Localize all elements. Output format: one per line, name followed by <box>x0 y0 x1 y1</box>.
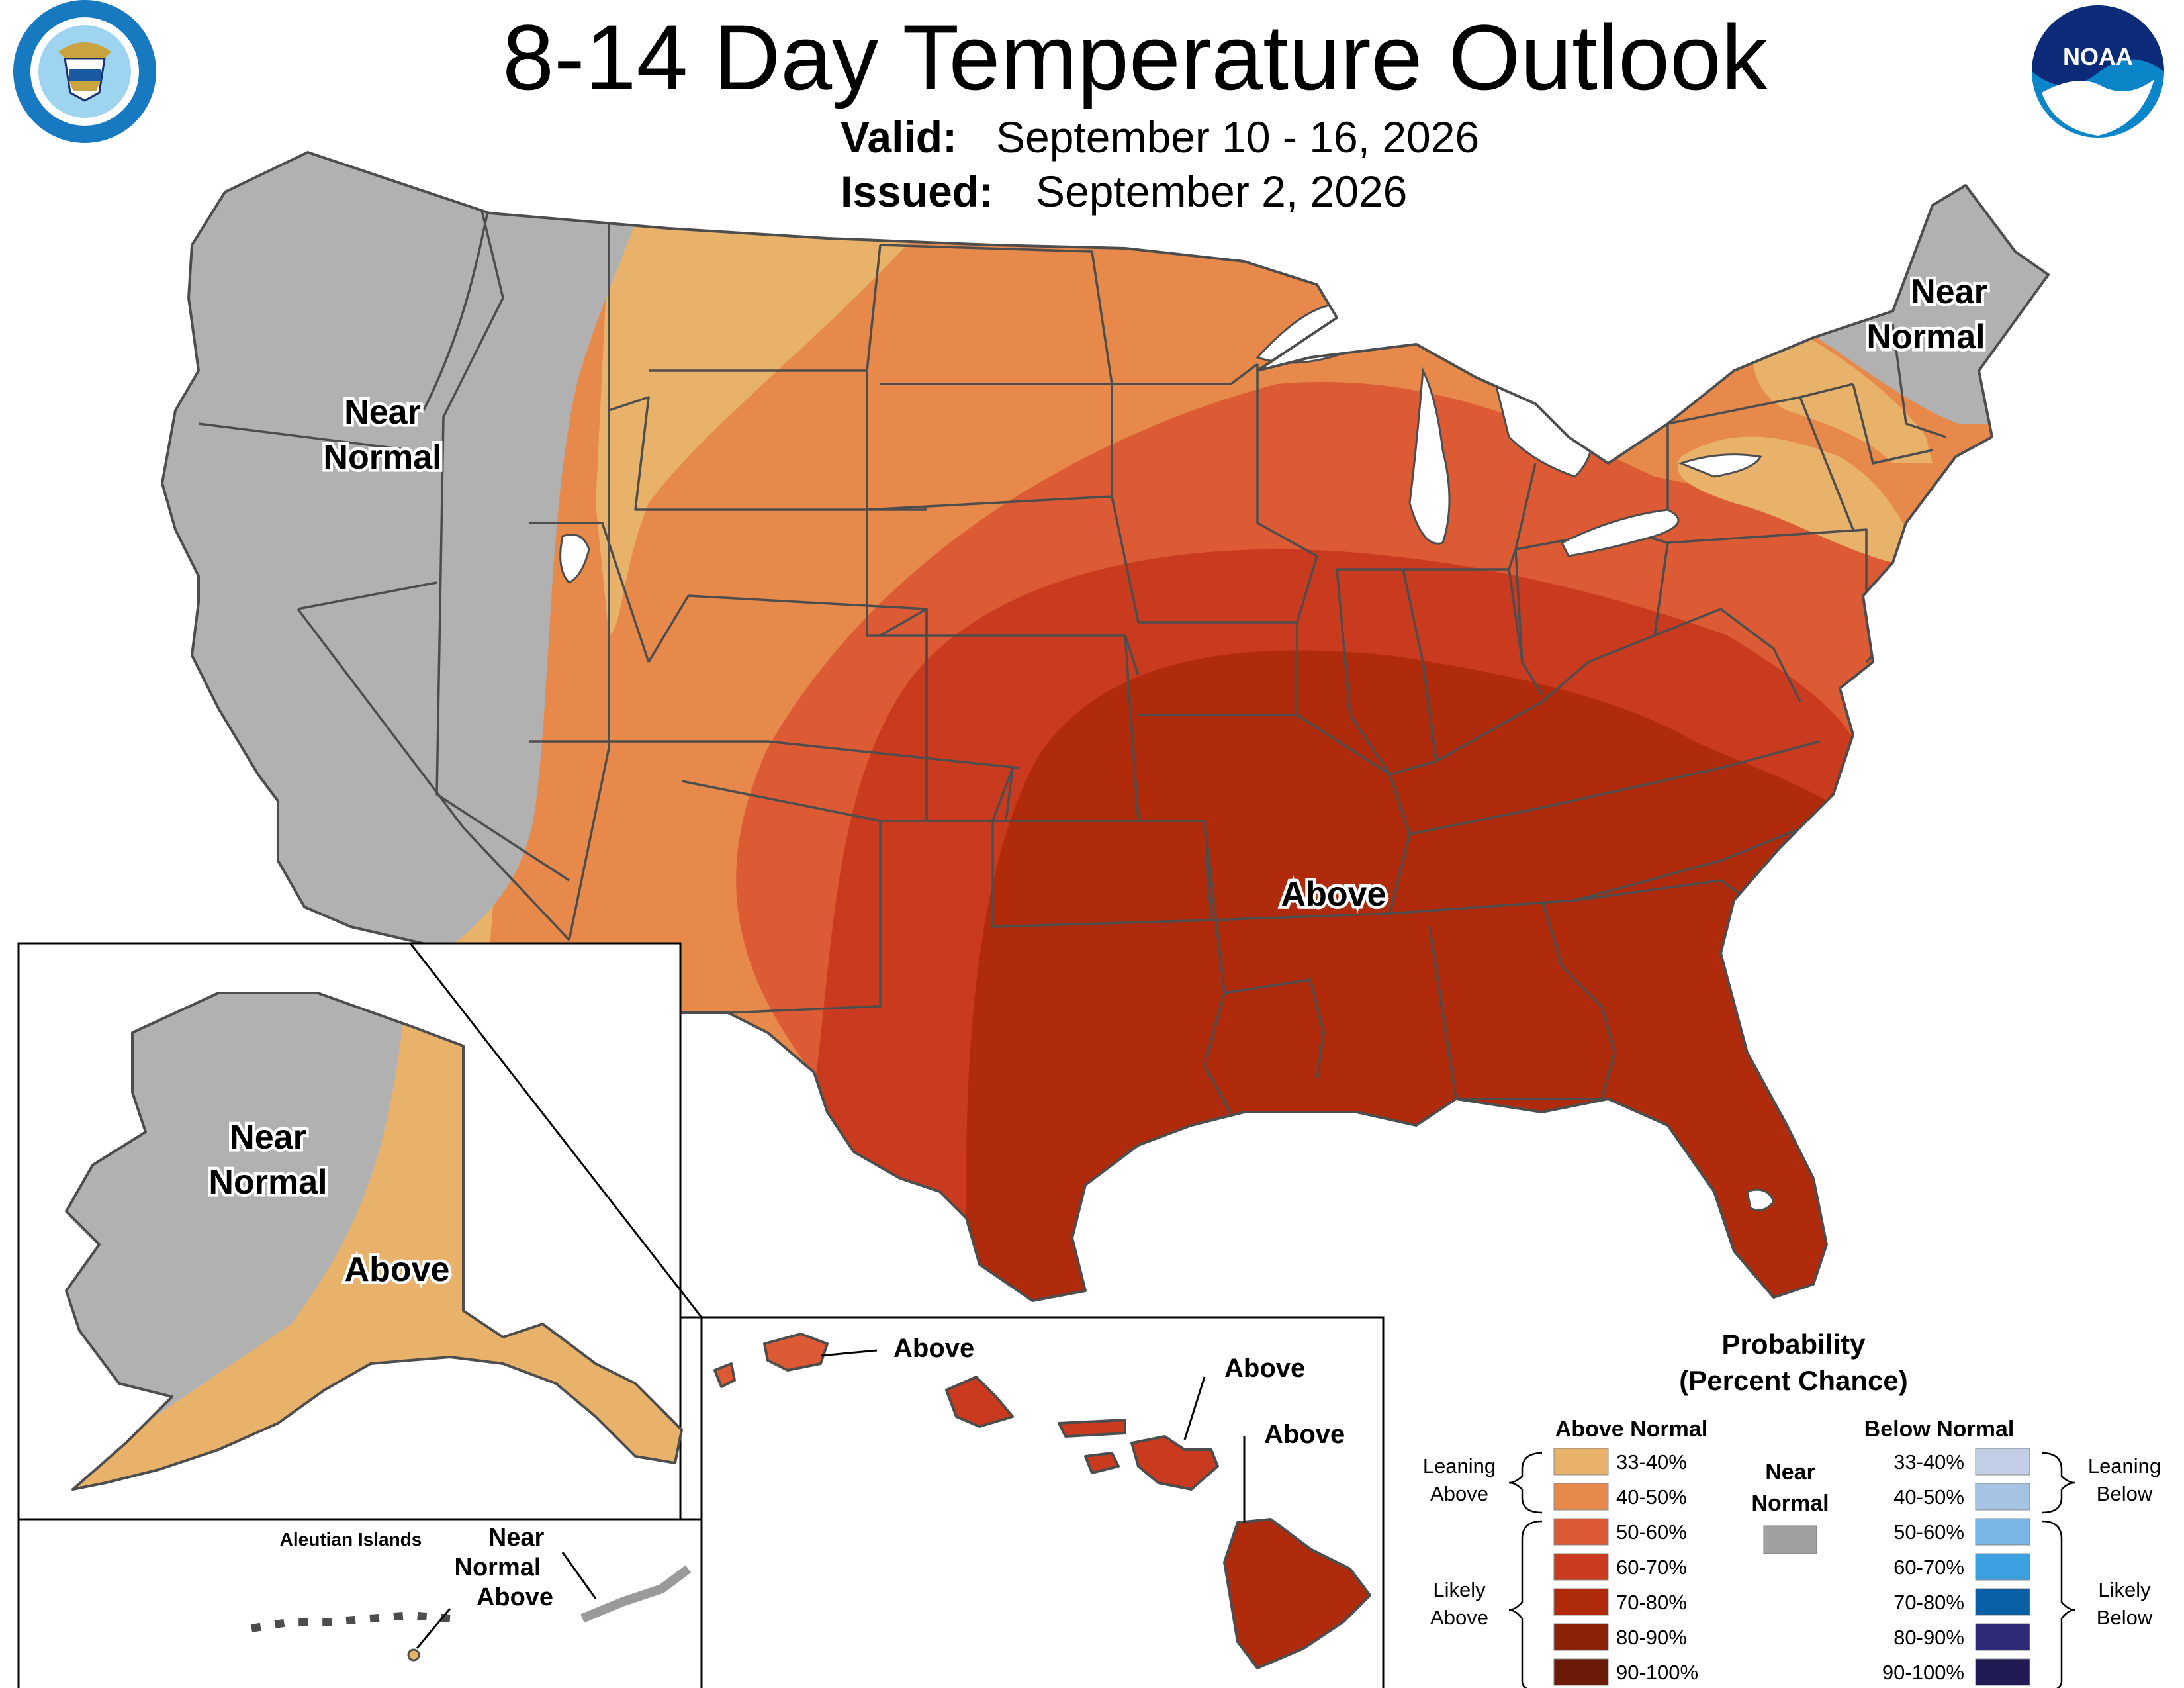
hawaii-kauai-label: Above <box>893 1334 974 1363</box>
zone-above-33-40-north <box>596 152 1026 635</box>
hawaii-maui-label: Above <box>1224 1354 1305 1383</box>
legend-likely-above-line1: Likely <box>1433 1578 1486 1601</box>
alaska-above-label: Above <box>345 1250 450 1289</box>
lake-michigan <box>1408 367 1451 545</box>
legend-below-swatch <box>1975 1588 2030 1616</box>
legend-below-label: 40-50% <box>1893 1485 1964 1509</box>
great-salt-lake <box>559 534 590 584</box>
legend-title-line1: Probability <box>1721 1329 1866 1360</box>
alaska-inset <box>17 942 703 1521</box>
hawaii-inset <box>700 1316 1385 1688</box>
legend-above-label: 60-70% <box>1616 1556 1687 1579</box>
legend-brace-leaning-below <box>2041 1452 2075 1514</box>
legend-above-swatch <box>1553 1483 1609 1511</box>
legend-above-items: 33-40% 40-50% 50-60% 60-70% 70-80% 80-90% 90-1… <box>1553 1448 1698 1686</box>
map-title: 8-14 Day Temperature Outlook <box>502 5 1768 109</box>
noaa-logo-text: NOAA <box>2063 43 2133 70</box>
lake-erie <box>1560 508 1680 557</box>
legend-below-items: 33-40% 40-50% 50-60% 60-70% 70-80% 80-90% 90-1… <box>1882 1448 2030 1686</box>
legend-below-swatch <box>1975 1553 2030 1581</box>
legend-above-label: 70-80% <box>1616 1591 1687 1614</box>
legend-above-swatch <box>1553 1658 1609 1686</box>
state-boundaries <box>198 188 1946 1126</box>
aleutian-islands-name: Aleutian Islands <box>280 1529 422 1550</box>
valid-dates: September 10 - 16, 2026 <box>996 113 1479 162</box>
legend-above-swatch <box>1553 1588 1609 1616</box>
legend-title-line2: (Percent Chance) <box>1679 1365 1907 1396</box>
legend-above-header: Above Normal <box>1555 1417 1708 1442</box>
aleutians-label-line1: Near <box>488 1524 545 1552</box>
legend: Probability (Percent Chance) Above Norma… <box>1423 1329 2161 1688</box>
legend-near-header-line1: Near <box>1765 1460 1815 1485</box>
noaa-logo-icon: NOAA <box>2032 5 2164 138</box>
legend-above-label: 90-100% <box>1616 1661 1698 1684</box>
legend-likely-below-line1: Likely <box>2098 1578 2151 1601</box>
aleutians-label-line3: Above <box>477 1583 553 1611</box>
issued-date: September 2, 2026 <box>1036 167 1407 216</box>
issued-label: Issued: <box>841 167 993 216</box>
legend-below-swatch <box>1975 1483 2030 1511</box>
conus-west-label-line1: Near <box>344 393 421 432</box>
legend-below-label: 50-60% <box>1893 1521 1964 1544</box>
legend-below-header: Below Normal <box>1864 1417 2015 1442</box>
conus-northeast-label-line2: Normal <box>1866 318 1985 356</box>
department-of-commerce-seal-icon <box>13 0 156 143</box>
legend-below-label: 80-90% <box>1893 1626 1964 1649</box>
legend-below-swatch <box>1975 1518 2030 1546</box>
lake-ontario <box>1678 453 1762 478</box>
legend-leaning-above-line2: Above <box>1430 1482 1488 1505</box>
conus-south-label: Above <box>1281 875 1387 914</box>
aleutians-inset <box>17 1518 703 1688</box>
legend-likely-above-line2: Above <box>1430 1606 1488 1629</box>
legend-above-label: 80-90% <box>1616 1626 1687 1649</box>
legend-leaning-above-line1: Leaning <box>1423 1454 1496 1477</box>
legend-below-label: 90-100% <box>1882 1661 1964 1684</box>
legend-below-swatch <box>1975 1623 2030 1651</box>
legend-above-label: 33-40% <box>1616 1450 1687 1474</box>
legend-below-label: 60-70% <box>1893 1556 1964 1579</box>
conus-northeast-label-line1: Near <box>1911 273 1987 311</box>
legend-above-swatch <box>1553 1623 1609 1651</box>
legend-brace-likely-above <box>1508 1520 1543 1688</box>
legend-brace-likely-below <box>2041 1520 2075 1688</box>
legend-below-swatch <box>1975 1448 2030 1476</box>
legend-leaning-below-line2: Below <box>2097 1482 2153 1505</box>
conus-west-label-line2: Normal <box>323 438 441 477</box>
legend-above-swatch <box>1553 1518 1609 1546</box>
legend-near-header-line2: Normal <box>1751 1491 1829 1516</box>
lake-okeechobee <box>1746 1188 1775 1211</box>
legend-brace-leaning-above <box>1508 1452 1543 1514</box>
legend-above-label: 50-60% <box>1616 1521 1687 1544</box>
legend-above-label: 40-50% <box>1616 1485 1687 1509</box>
legend-below-label: 70-80% <box>1893 1591 1964 1614</box>
legend-above-swatch <box>1553 1553 1609 1581</box>
legend-leaning-below-line1: Leaning <box>2088 1454 2161 1477</box>
valid-label: Valid: <box>841 113 957 162</box>
legend-below-swatch <box>1975 1658 2030 1686</box>
alaska-near-label-line2: Normal <box>208 1163 327 1201</box>
aleutians-label-line2: Normal <box>455 1554 541 1581</box>
legend-below-label: 33-40% <box>1893 1450 1964 1474</box>
legend-likely-below-line2: Below <box>2097 1606 2153 1629</box>
alaska-near-label-line1: Near <box>230 1118 306 1156</box>
hawaii-big-island-label: Above <box>1264 1420 1345 1449</box>
legend-near-normal-swatch <box>1763 1525 1817 1554</box>
legend-above-swatch <box>1553 1448 1609 1476</box>
